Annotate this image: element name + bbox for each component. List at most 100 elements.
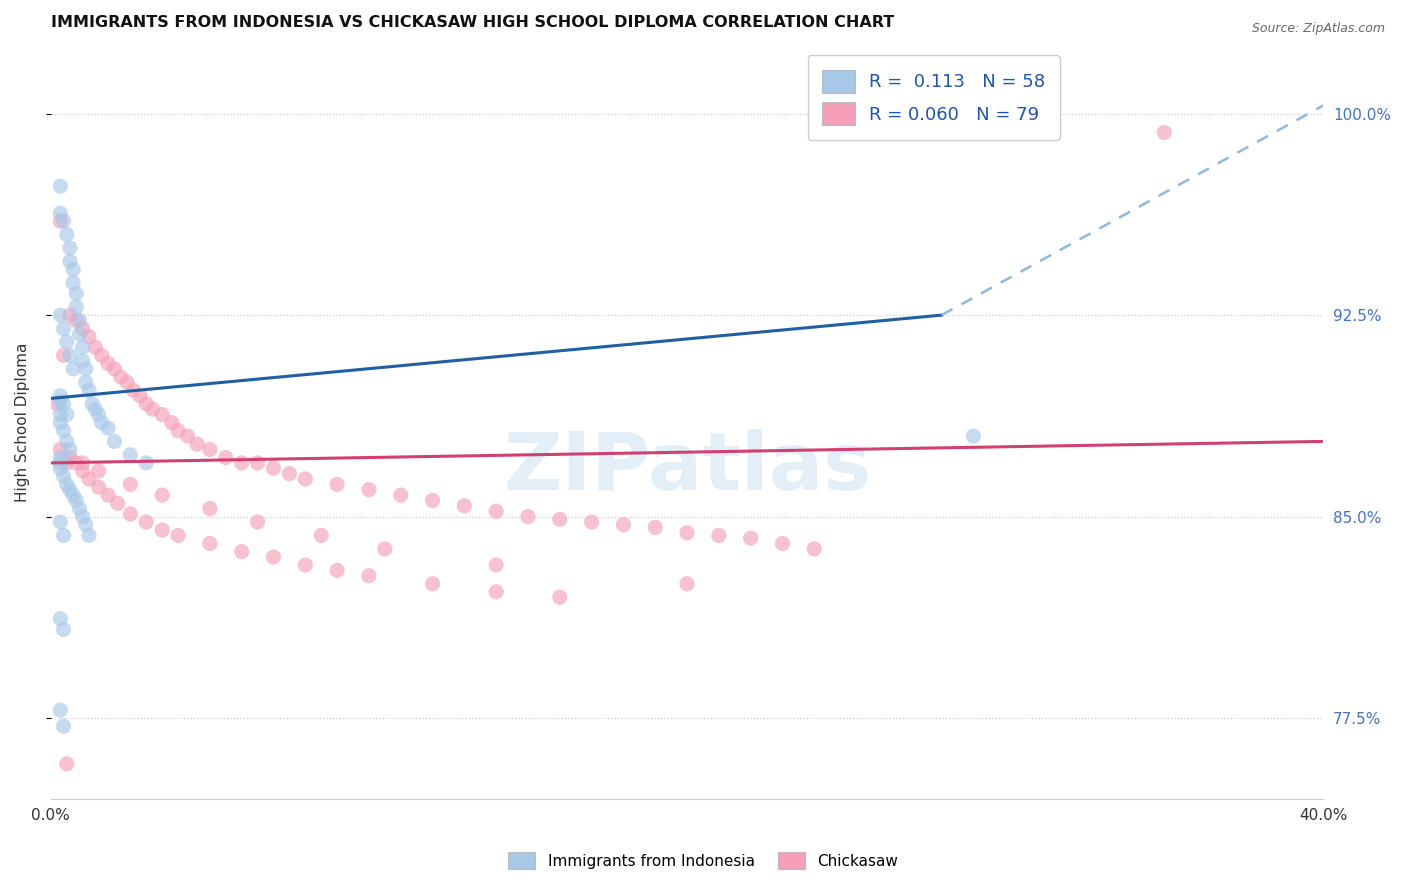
Point — [803, 541, 825, 556]
Point — [517, 509, 540, 524]
Point — [150, 488, 173, 502]
Point — [62, 276, 84, 290]
Point — [49, 394, 72, 409]
Point — [59, 450, 82, 465]
Point — [75, 362, 97, 376]
Point — [176, 429, 198, 443]
Text: Source: ZipAtlas.com: Source: ZipAtlas.com — [1251, 22, 1385, 36]
Point — [49, 214, 72, 228]
Point — [75, 517, 97, 532]
Point — [49, 442, 72, 457]
Point — [55, 408, 77, 422]
Point — [52, 528, 75, 542]
Point — [49, 206, 72, 220]
Point — [59, 483, 82, 497]
Point — [115, 376, 138, 390]
Point — [69, 326, 91, 341]
Point — [581, 515, 603, 529]
Point — [676, 576, 699, 591]
Point — [52, 321, 75, 335]
Point — [62, 262, 84, 277]
Point — [294, 558, 316, 572]
Point — [129, 389, 152, 403]
Point — [52, 397, 75, 411]
Point — [77, 472, 100, 486]
Point — [294, 472, 316, 486]
Point — [49, 456, 72, 470]
Point — [55, 756, 77, 771]
Point — [52, 214, 75, 228]
Legend: Immigrants from Indonesia, Chickasaw: Immigrants from Indonesia, Chickasaw — [502, 846, 904, 875]
Point — [55, 434, 77, 449]
Point — [87, 408, 110, 422]
Point — [52, 623, 75, 637]
Point — [49, 179, 72, 194]
Point — [65, 313, 87, 327]
Point — [90, 416, 112, 430]
Point — [52, 469, 75, 483]
Point — [485, 558, 508, 572]
Y-axis label: High School Diploma: High School Diploma — [15, 343, 30, 502]
Point — [167, 424, 190, 438]
Point — [46, 397, 69, 411]
Point — [160, 416, 183, 430]
Point — [422, 576, 444, 591]
Point — [150, 523, 173, 537]
Point — [49, 416, 72, 430]
Point — [389, 488, 412, 502]
Point — [135, 397, 157, 411]
Point — [246, 456, 269, 470]
Point — [198, 442, 221, 457]
Point — [215, 450, 238, 465]
Point — [357, 568, 380, 582]
Point — [55, 334, 77, 349]
Point — [246, 515, 269, 529]
Point — [82, 397, 104, 411]
Point — [485, 504, 508, 518]
Point — [72, 509, 94, 524]
Point — [231, 456, 253, 470]
Text: IMMIGRANTS FROM INDONESIA VS CHICKASAW HIGH SCHOOL DIPLOMA CORRELATION CHART: IMMIGRANTS FROM INDONESIA VS CHICKASAW H… — [51, 15, 894, 30]
Point — [278, 467, 301, 481]
Point — [644, 520, 666, 534]
Point — [49, 450, 72, 465]
Point — [263, 461, 285, 475]
Point — [548, 512, 571, 526]
Point — [49, 408, 72, 422]
Point — [198, 501, 221, 516]
Point — [135, 515, 157, 529]
Point — [59, 348, 82, 362]
Point — [548, 591, 571, 605]
Point — [72, 456, 94, 470]
Point — [59, 241, 82, 255]
Point — [1153, 125, 1175, 139]
Point — [65, 456, 87, 470]
Point — [52, 424, 75, 438]
Point — [120, 507, 142, 521]
Point — [59, 442, 82, 457]
Point — [65, 300, 87, 314]
Point — [120, 477, 142, 491]
Point — [49, 461, 72, 475]
Point — [676, 525, 699, 540]
Point — [309, 528, 332, 542]
Point — [122, 384, 145, 398]
Point — [52, 719, 75, 733]
Point — [59, 308, 82, 322]
Point — [167, 528, 190, 542]
Point — [59, 254, 82, 268]
Point — [84, 340, 107, 354]
Point — [374, 541, 396, 556]
Point — [65, 286, 87, 301]
Point — [72, 464, 94, 478]
Point — [72, 340, 94, 354]
Point — [49, 308, 72, 322]
Point — [72, 321, 94, 335]
Point — [120, 448, 142, 462]
Point — [87, 464, 110, 478]
Point — [142, 402, 165, 417]
Point — [485, 585, 508, 599]
Point — [326, 563, 349, 577]
Point — [49, 515, 72, 529]
Point — [84, 402, 107, 417]
